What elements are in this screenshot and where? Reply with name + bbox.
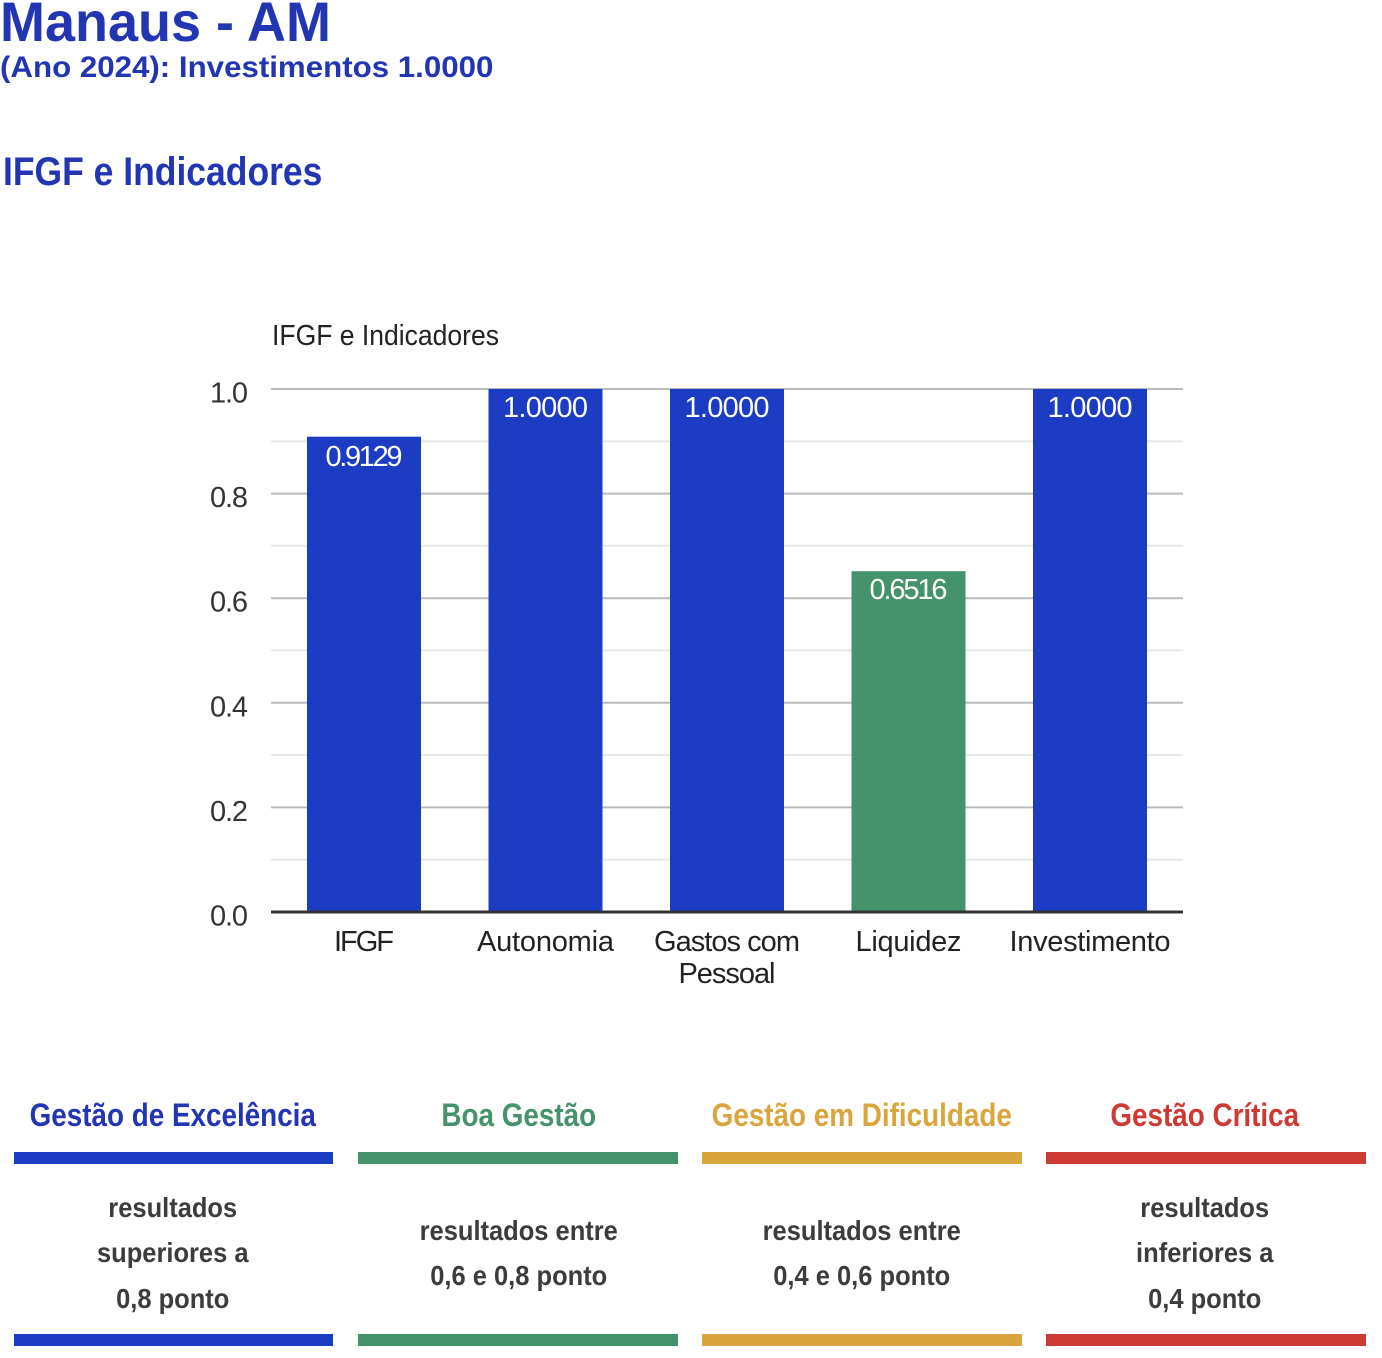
svg-text:Liquidez: Liquidez — [856, 926, 962, 958]
svg-text:1.0000: 1.0000 — [685, 392, 770, 424]
svg-text:0.0: 0.0 — [210, 901, 248, 933]
svg-text:Autonomia: Autonomia — [477, 926, 615, 958]
svg-text:Gastos com: Gastos com — [654, 926, 800, 958]
svg-text:0.2: 0.2 — [210, 796, 248, 828]
svg-text:Pessoal: Pessoal — [679, 958, 776, 990]
svg-text:0.9129: 0.9129 — [326, 441, 403, 473]
svg-text:0.4: 0.4 — [210, 691, 248, 723]
svg-text:0.6516: 0.6516 — [870, 574, 948, 606]
svg-text:1.0000: 1.0000 — [503, 392, 588, 424]
svg-text:IFGF e Indicadores: IFGF e Indicadores — [272, 320, 499, 352]
svg-text:0.6: 0.6 — [210, 587, 248, 619]
svg-text:0.8: 0.8 — [210, 482, 248, 514]
svg-text:1.0000: 1.0000 — [1048, 392, 1133, 424]
svg-text:Investimento: Investimento — [1010, 926, 1171, 958]
svg-text:IFGF: IFGF — [334, 926, 394, 958]
svg-text:1.0: 1.0 — [210, 378, 248, 410]
